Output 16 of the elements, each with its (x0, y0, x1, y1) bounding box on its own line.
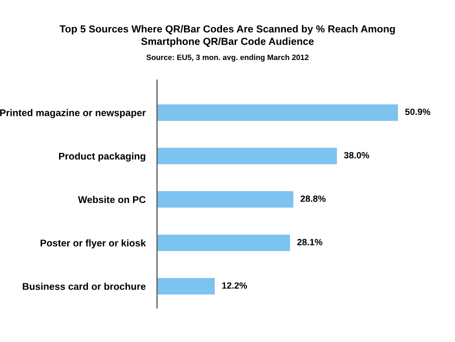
bar (157, 148, 337, 164)
y-tick-label: Poster or flyer or kiosk (40, 239, 146, 248)
data-label: 38.0% (344, 152, 370, 158)
data-label: 28.8% (300, 195, 326, 202)
y-tick-label: Product packaging (59, 152, 146, 162)
bar (157, 234, 290, 252)
data-label: 28.1% (297, 238, 322, 246)
data-label: 12.2% (222, 282, 248, 289)
y-tick-label: Website on PC (78, 196, 146, 204)
y-tick-label: Business card or brochure (22, 282, 146, 290)
bar (157, 104, 398, 121)
data-label: 50.9% (405, 108, 430, 115)
chart-title: Top 5 Sources Where QR/Bar Codes Are Scanned by % Reach Among Smartphone QR/Bar Code Audience (60, 25, 395, 47)
y-tick-label: Printed magazine or newspaper (0, 109, 146, 118)
bar (157, 278, 215, 295)
bar (157, 191, 294, 208)
